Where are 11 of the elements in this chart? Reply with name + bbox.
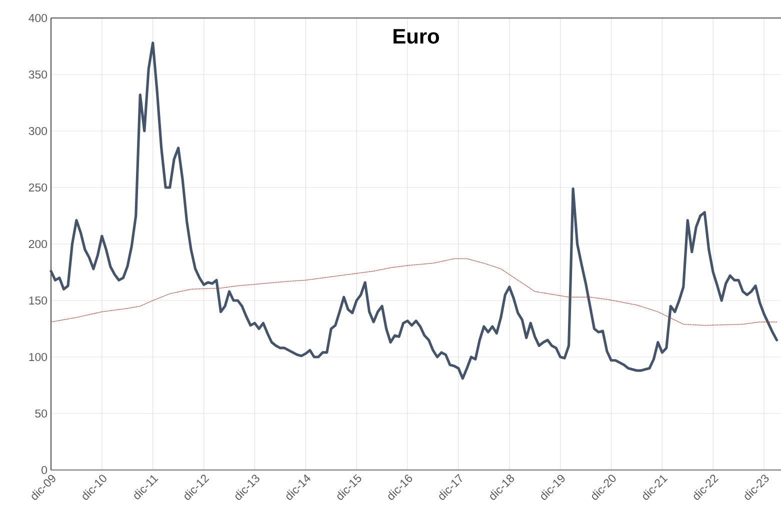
y-tick-label: 400 bbox=[28, 14, 48, 22]
y-tick-label: 350 bbox=[28, 70, 48, 79]
y-tick-label: 50 bbox=[35, 409, 48, 418]
y-tick-label: 250 bbox=[28, 183, 48, 192]
y-tick-label: 200 bbox=[28, 240, 48, 248]
y-tick-label: 150 bbox=[29, 296, 48, 305]
y-tick-label: 0 bbox=[42, 466, 48, 474]
y-tick-label: 100 bbox=[29, 352, 48, 362]
chart-title: Euro bbox=[394, 29, 440, 44]
line-series bbox=[50, 258, 778, 326]
y-tick-label: 300 bbox=[28, 126, 48, 136]
